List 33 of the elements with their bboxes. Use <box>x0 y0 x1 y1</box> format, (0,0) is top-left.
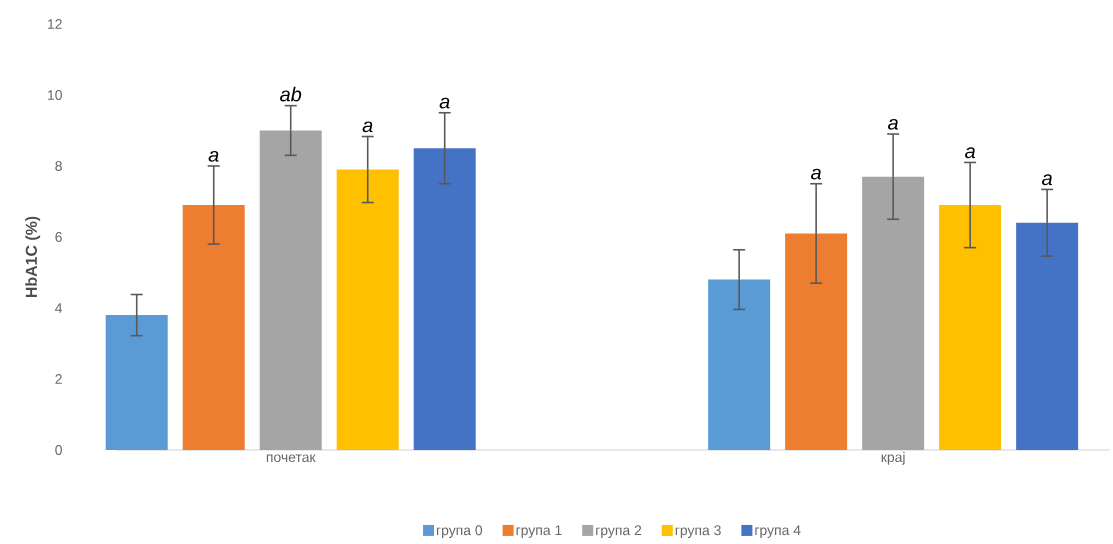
annotation: ab <box>280 86 302 102</box>
bar <box>1016 222 1079 450</box>
legend-label: група 2 <box>596 525 642 538</box>
x-tick-label: почетак <box>266 454 316 463</box>
y-tick-label: 10 <box>48 90 62 100</box>
annotation: a <box>208 150 219 162</box>
legend-label: група 3 <box>675 525 721 538</box>
bar <box>862 176 925 450</box>
y-tick-label: 6 <box>55 232 62 242</box>
bar <box>182 205 245 450</box>
annotation: a <box>439 97 450 109</box>
annotation: a <box>965 147 975 159</box>
bar <box>259 130 322 450</box>
y-tick-label: 8 <box>55 161 62 171</box>
bar <box>336 169 399 450</box>
y-tick-label: 4 <box>55 303 63 313</box>
y-tick-label: 2 <box>55 374 62 384</box>
y-tick-label: 0 <box>55 445 62 455</box>
bar <box>708 279 771 450</box>
annotation: a <box>888 118 898 130</box>
annotation: a <box>362 121 373 133</box>
annotation: a <box>811 168 821 180</box>
legend-label: група 1 <box>516 525 562 538</box>
legend-label: група 4 <box>755 525 801 538</box>
y-axis-title: HbA1C (%) <box>25 216 41 298</box>
x-tick-label: крај <box>881 451 905 465</box>
bar <box>785 233 848 450</box>
legend-label: група 0 <box>436 525 483 538</box>
bar <box>105 315 168 450</box>
annotation: a <box>1042 174 1052 186</box>
y-tick-label: 12 <box>48 19 62 29</box>
bar <box>939 205 1002 450</box>
bar <box>413 148 476 450</box>
